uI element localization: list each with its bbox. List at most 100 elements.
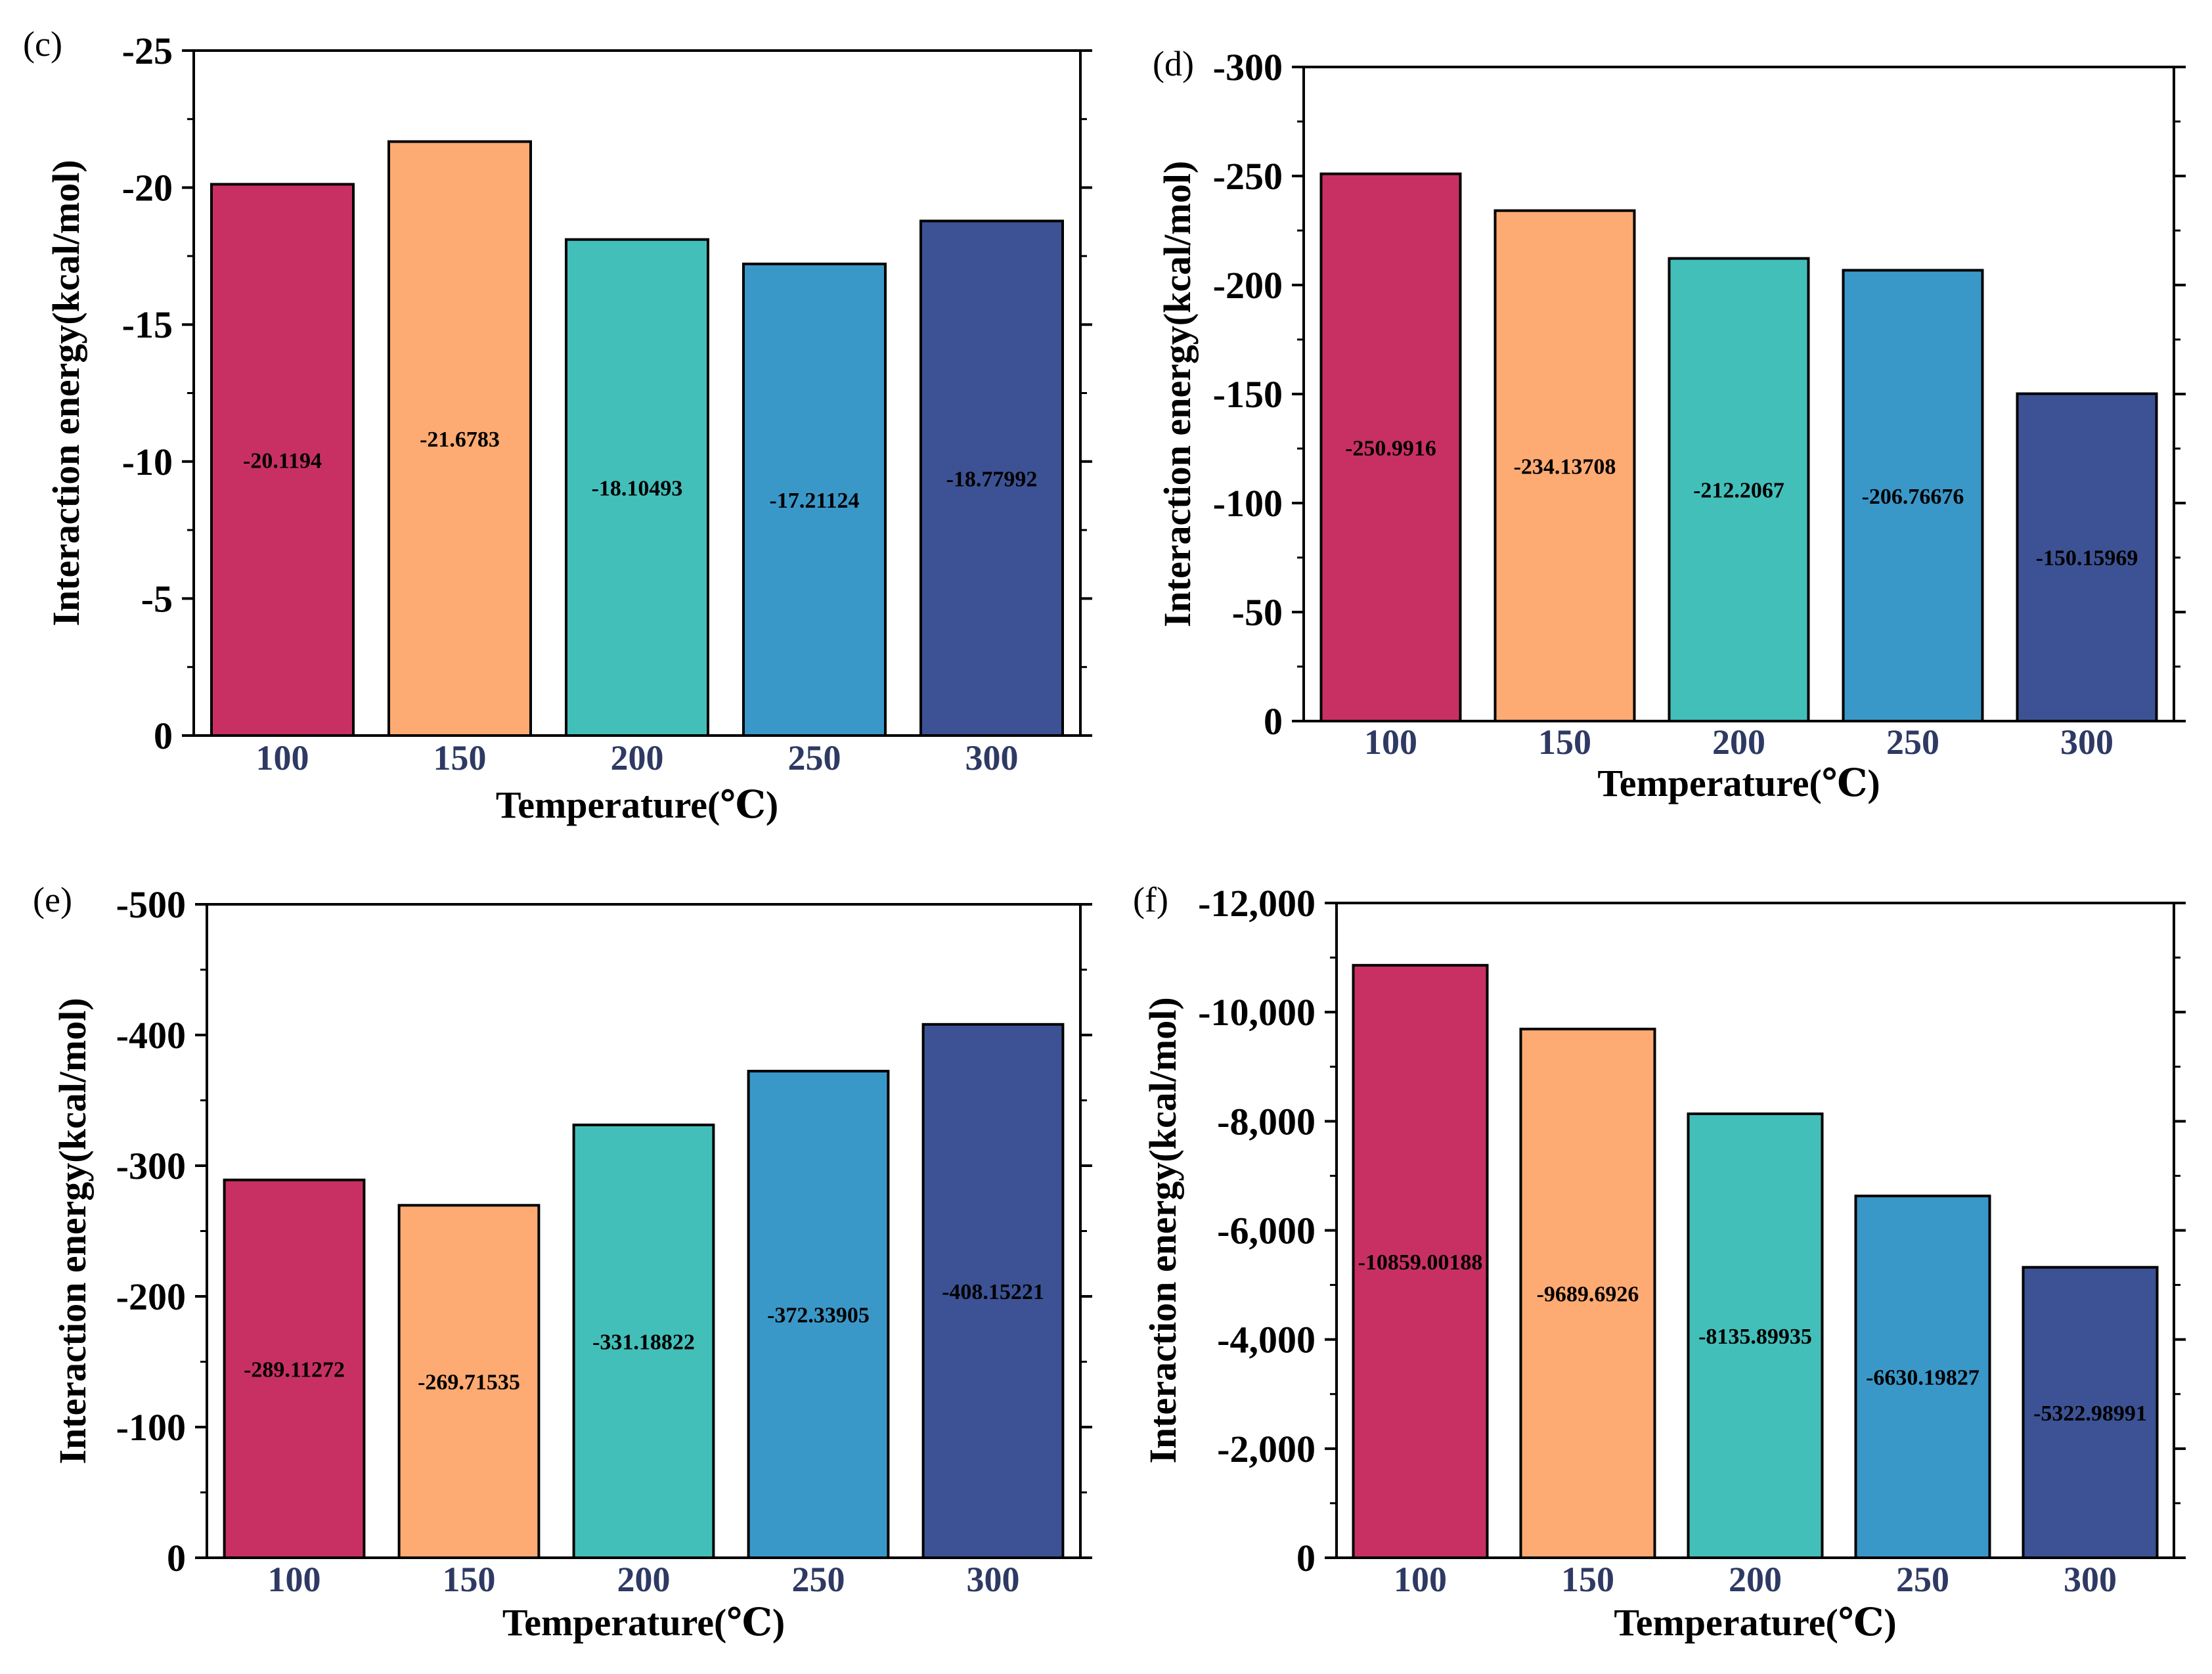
data-label: -212.2067 xyxy=(1693,479,1784,503)
x-tick-label: 200 xyxy=(611,738,664,778)
data-label: -9689.6926 xyxy=(1537,1283,1639,1307)
data-label: -18.10493 xyxy=(592,476,683,500)
data-label: -8135.89935 xyxy=(1698,1325,1812,1349)
y-tick-label: 0 xyxy=(1264,700,1283,743)
y-tick-label: -150 xyxy=(1213,373,1283,416)
y-tick-label: -400 xyxy=(116,1014,186,1057)
data-label: -6630.19827 xyxy=(1866,1366,1980,1390)
y-tick-label: -25 xyxy=(122,30,173,72)
panel-e: -289.11272 -269.71535 -331.18822 -372.33905… xyxy=(33,880,1092,1644)
x-tick-label: 250 xyxy=(1896,1560,1949,1599)
y-tick-label: -2,000 xyxy=(1217,1428,1316,1470)
y-tick-label: -50 xyxy=(1232,591,1283,634)
data-label: -206.76676 xyxy=(1862,485,1964,509)
y-tick-label: -5 xyxy=(141,577,173,620)
y-tick-label: -200 xyxy=(116,1275,186,1318)
x-tick-label: 150 xyxy=(433,738,487,778)
x-tick-label: 100 xyxy=(268,1560,321,1599)
x-axis-title: Temperature(℃) xyxy=(1614,1601,1896,1644)
bar xyxy=(387,140,532,738)
bar xyxy=(1687,1112,1824,1559)
y-tick-label: -8,000 xyxy=(1217,1100,1316,1143)
x-tick-label: 200 xyxy=(1712,722,1765,762)
bar xyxy=(1319,172,1462,722)
bar xyxy=(1854,1195,1991,1559)
bar xyxy=(1352,963,1489,1560)
y-tick-label: 0 xyxy=(1296,1537,1316,1579)
x-tick-label: 200 xyxy=(617,1560,671,1599)
y-tick-label: -6,000 xyxy=(1217,1210,1316,1252)
x-tick-label: 250 xyxy=(792,1560,845,1599)
data-label: -250.9916 xyxy=(1345,436,1436,460)
x-tick-label: 150 xyxy=(1561,1560,1614,1599)
bar xyxy=(210,183,355,738)
bar xyxy=(919,219,1064,737)
x-axis-title: Temperature(℃) xyxy=(502,1601,785,1644)
x-tick-label: 100 xyxy=(256,738,309,778)
panel-label: (c) xyxy=(23,24,62,64)
x-tick-label: 150 xyxy=(443,1560,496,1599)
bar xyxy=(742,262,887,737)
bar xyxy=(565,238,709,737)
x-tick-label: 300 xyxy=(2060,722,2113,762)
x-tick-label: 100 xyxy=(1364,722,1417,762)
y-tick-label: -100 xyxy=(1213,482,1283,525)
data-label: -408.15221 xyxy=(942,1280,1044,1304)
data-label: -10859.00188 xyxy=(1358,1250,1483,1275)
x-tick-label: 250 xyxy=(1886,722,1939,762)
y-tick-label: -300 xyxy=(1213,46,1283,89)
x-tick-label: 150 xyxy=(1538,722,1591,762)
data-label: -5322.98991 xyxy=(2033,1401,2147,1426)
y-axis-title: Interaction energy(kcal/mol) xyxy=(45,160,87,626)
panel-c: -20.1194 -21.6783 -18.10493 -17.21124 -18.77… xyxy=(23,24,1092,826)
y-tick-label: -500 xyxy=(116,883,186,926)
bar xyxy=(1493,209,1636,722)
panel-d: -250.9916 -234.13708 -212.2067 -206.76676 -1… xyxy=(1153,44,2186,804)
data-label: -289.11272 xyxy=(244,1357,345,1382)
bar xyxy=(2016,392,2158,722)
x-tick-label: 100 xyxy=(1394,1560,1447,1599)
bar xyxy=(397,1204,541,1560)
data-label: -21.6783 xyxy=(420,428,500,452)
x-tick-label: 300 xyxy=(2064,1560,2117,1599)
y-axis-title: Interaction energy(kcal/mol) xyxy=(1141,997,1184,1463)
y-tick-label: -200 xyxy=(1213,264,1283,307)
data-label: -18.77992 xyxy=(946,467,1038,491)
y-tick-label: -100 xyxy=(116,1406,186,1449)
data-label: -234.13708 xyxy=(1514,454,1616,479)
bar xyxy=(2022,1266,2159,1559)
data-label: -269.71535 xyxy=(418,1371,520,1395)
y-tick-label: -20 xyxy=(122,167,173,209)
y-axis-title: Interaction energy(kcal/mol) xyxy=(51,998,94,1464)
data-label: -150.15969 xyxy=(2036,546,2138,571)
y-tick-label: -15 xyxy=(122,303,173,346)
x-axis-title: Temperature(℃) xyxy=(1597,762,1880,804)
data-label: -372.33905 xyxy=(767,1304,870,1328)
bar xyxy=(223,1178,366,1559)
data-label: -20.1194 xyxy=(243,449,322,473)
y-tick-label: -4,000 xyxy=(1217,1319,1316,1361)
x-tick-label: 300 xyxy=(967,1560,1020,1599)
bar xyxy=(1519,1027,1656,1559)
data-label: -331.18822 xyxy=(592,1331,695,1355)
x-tick-label: 300 xyxy=(965,738,1019,778)
bar xyxy=(572,1123,715,1559)
bar xyxy=(747,1070,890,1559)
y-tick-label: -12,000 xyxy=(1198,882,1316,925)
y-tick-label: 0 xyxy=(154,715,173,757)
panel-label: (f) xyxy=(1133,880,1168,919)
bar xyxy=(1842,269,1984,722)
bar xyxy=(1668,257,1810,722)
y-tick-label: -10 xyxy=(122,441,173,483)
data-label: -17.21124 xyxy=(770,489,860,513)
y-tick-label: 0 xyxy=(167,1537,186,1579)
y-tick-label: -10,000 xyxy=(1198,991,1316,1034)
y-axis-title: Interaction energy(kcal/mol) xyxy=(1156,161,1199,627)
bar xyxy=(921,1023,1065,1560)
x-axis-title: Temperature(℃) xyxy=(496,783,778,826)
panel-label: (d) xyxy=(1153,44,1194,83)
y-tick-label: -300 xyxy=(116,1145,186,1187)
panel-f: -10859.00188 -9689.6926 -8135.89935 -6630.1… xyxy=(1133,880,2186,1644)
panel-label: (e) xyxy=(33,880,72,919)
